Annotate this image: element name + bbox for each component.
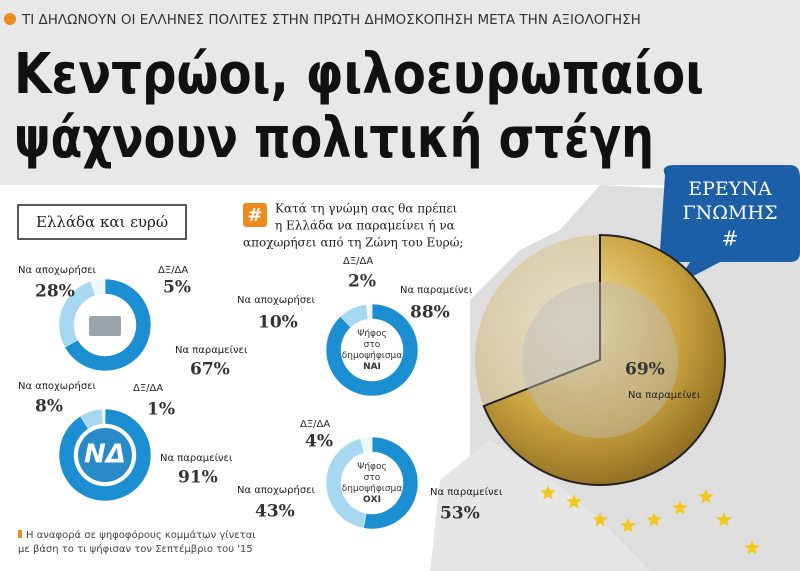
donut-segment [101, 408, 106, 425]
star [716, 512, 732, 527]
category-label: ΔΞ/ΔΑ [300, 419, 330, 430]
category-label: Να αποχωρήσει [18, 264, 97, 276]
star [698, 489, 714, 504]
center-label: Ψήφος [357, 329, 387, 339]
question: αποχωρήσει από τη Ζώνη του Ευρώ; [243, 236, 463, 250]
coin-slice [482, 233, 726, 486]
map [430, 440, 650, 571]
category-label: Να παραμείνει [628, 389, 701, 401]
center-label: ΝΑΙ [363, 362, 381, 372]
kicker: ΤΙ ΔΗΛΩΝΟΥΝ ΟΙ ΕΛΛΗΝΕΣ ΠΟΛΙΤΕΣ ΣΤΗΝ ΠΡΩΤ… [21, 12, 641, 28]
icon [89, 316, 121, 336]
value-label: 4% [305, 432, 333, 452]
category-label: Να αποχωρήσει [18, 380, 97, 392]
value-label: 1% [147, 400, 175, 420]
kicker-dot [4, 13, 16, 25]
question: η Ελλάδα να παραμείνει ή να [275, 219, 455, 233]
star [540, 485, 556, 500]
star [620, 518, 636, 533]
category-label: Να παραμείνει [430, 486, 503, 498]
value-label: 10% [258, 313, 298, 333]
star [744, 540, 760, 555]
center-label: ΝΔ [84, 440, 126, 470]
category-label: Να παραμείνει [160, 452, 233, 464]
donut-segment [363, 436, 419, 530]
header [0, 0, 800, 185]
star [646, 512, 662, 527]
category-label: ΔΞ/ΔΑ [158, 265, 188, 276]
question: Κατά τη γνώμη σας θα πρέπει [275, 202, 458, 216]
center-label: δημοψήφισμα [342, 351, 402, 361]
category-label: ΔΞ/ΔΑ [343, 256, 373, 267]
donut-segment [90, 278, 106, 296]
value-label: 88% [410, 303, 450, 323]
donut-segment [325, 303, 419, 397]
value-label: 2% [348, 272, 376, 292]
star [592, 512, 608, 527]
center-label: δημοψήφισμα [342, 484, 402, 494]
headline: ψάχνουν πολιτική στέγη [14, 106, 654, 171]
donut-segment [365, 303, 373, 320]
footnote: με βάση το τι ψήφισαν τον Σεπτέμβριο του… [18, 543, 253, 555]
category-label: ΔΞ/ΔΑ [133, 383, 163, 394]
stars [540, 485, 760, 555]
question-icon: # [247, 205, 262, 226]
donut-segment [64, 278, 152, 372]
value-label: 91% [178, 468, 218, 488]
center-label: ΟΧΙ [363, 495, 381, 505]
badge-text: ΕΡΕΥΝΑ [688, 178, 772, 200]
category-label: Να αποχωρήσει [237, 294, 316, 306]
badge [660, 165, 800, 285]
question-icon-bg [243, 203, 267, 227]
badge-text: ΓΝΩΜΗΣ [682, 202, 777, 224]
donut-segment [58, 408, 152, 502]
value-label: 8% [35, 397, 63, 417]
badge-text: # [722, 227, 739, 251]
donut-segment [360, 436, 373, 454]
section-box [17, 204, 187, 240]
star [672, 500, 688, 515]
center-label: Ψήφος [357, 462, 387, 472]
center-disc [78, 428, 132, 482]
category-label: Να αποχωρήσει [237, 484, 316, 496]
section-label: Ελλάδα και ευρώ [36, 213, 168, 231]
value-label: 43% [255, 502, 295, 522]
star [566, 494, 582, 509]
value-label: 67% [190, 360, 230, 380]
category-label: Να παραμείνει [400, 284, 473, 296]
headline: Κεντρώοι, φιλοευρωπαίοι [14, 42, 704, 107]
value-label: 53% [440, 504, 480, 524]
center-label: στο [364, 473, 381, 483]
value-label: 5% [163, 278, 191, 298]
center-label: στο [364, 340, 381, 350]
category-label: Να παραμείνει [175, 344, 248, 356]
value-label: 28% [35, 282, 75, 302]
footnote: Η αναφορά σε ψηφοφόρους κομμάτων γίνεται [26, 529, 256, 541]
coin-core [522, 282, 678, 438]
footnote-mark [18, 530, 22, 538]
value-label: 69% [625, 360, 665, 380]
